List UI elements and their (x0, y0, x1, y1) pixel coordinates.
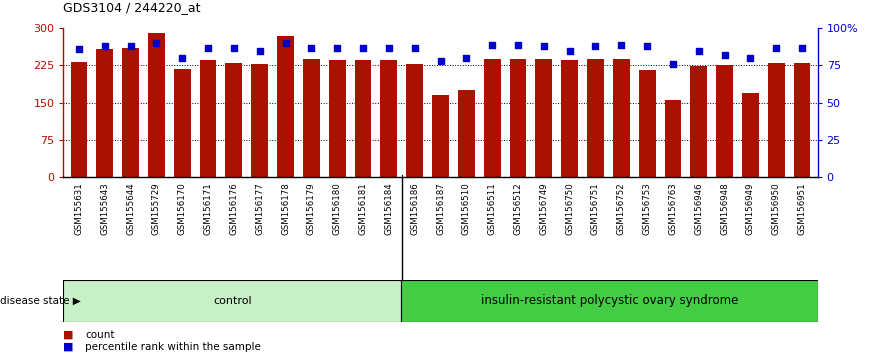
Point (459, 55, 473, 61)
Point (150, 40, 164, 46)
Bar (509, 59, 526, 177)
Text: GSM156184: GSM156184 (384, 182, 393, 235)
Text: GSM155644: GSM155644 (126, 182, 135, 235)
Text: GSM156178: GSM156178 (281, 182, 290, 235)
Bar (742, 93, 759, 177)
Point (537, 43, 551, 49)
Text: GSM156763: GSM156763 (669, 182, 677, 235)
Bar (716, 65, 733, 177)
Point (278, 40, 292, 46)
Point (717, 52, 731, 58)
Point (175, 55, 189, 61)
Bar (122, 48, 139, 177)
Point (253, 48, 267, 53)
Bar (148, 33, 165, 177)
Text: GSM156946: GSM156946 (694, 182, 703, 235)
Text: GSM156179: GSM156179 (307, 182, 316, 235)
Bar (174, 69, 190, 177)
Bar (303, 59, 320, 177)
Bar (226, 63, 242, 177)
Bar (794, 63, 811, 177)
Text: GSM156512: GSM156512 (514, 182, 522, 235)
Text: GSM156510: GSM156510 (462, 182, 470, 235)
Point (226, 45, 241, 51)
Point (769, 45, 783, 51)
Text: GSM156180: GSM156180 (333, 182, 342, 235)
Text: GSM156948: GSM156948 (720, 182, 729, 235)
Text: GSM156753: GSM156753 (642, 182, 652, 235)
Text: control: control (213, 296, 252, 306)
Bar (561, 59, 578, 177)
Bar (381, 59, 397, 177)
Bar (355, 59, 372, 177)
Text: disease state ▶: disease state ▶ (0, 296, 81, 306)
Point (589, 43, 603, 49)
Point (123, 43, 137, 49)
Bar (70, 62, 87, 177)
Bar (200, 59, 217, 177)
Bar (402, 280, 818, 322)
Point (433, 58, 448, 64)
Text: GSM156949: GSM156949 (746, 182, 755, 235)
Text: GDS3104 / 244220_at: GDS3104 / 244220_at (63, 1, 201, 14)
Point (563, 48, 577, 53)
Bar (329, 59, 345, 177)
Text: GSM156750: GSM156750 (565, 182, 574, 235)
Bar (432, 95, 449, 177)
Point (98, 43, 112, 49)
Point (72, 46, 86, 52)
Text: GSM155643: GSM155643 (100, 182, 109, 235)
Bar (458, 90, 475, 177)
Point (408, 45, 422, 51)
Text: GSM156181: GSM156181 (359, 182, 367, 235)
Text: GSM156752: GSM156752 (617, 182, 626, 235)
Text: GSM156187: GSM156187 (436, 182, 445, 235)
Text: GSM156177: GSM156177 (255, 182, 264, 235)
Point (795, 45, 809, 51)
Text: GSM156186: GSM156186 (411, 182, 419, 235)
Text: GSM156749: GSM156749 (539, 182, 548, 235)
Bar (484, 59, 500, 177)
Point (381, 45, 396, 51)
Text: count: count (85, 330, 115, 339)
Bar (639, 70, 655, 177)
Bar (96, 49, 113, 177)
Point (640, 43, 655, 49)
Text: GSM156950: GSM156950 (772, 182, 781, 235)
Point (744, 55, 758, 61)
Text: insulin-resistant polycystic ovary syndrome: insulin-resistant polycystic ovary syndr… (481, 295, 738, 307)
Text: percentile rank within the sample: percentile rank within the sample (85, 342, 262, 352)
Text: GSM156951: GSM156951 (797, 182, 807, 235)
Bar (768, 63, 785, 177)
Point (304, 45, 318, 51)
Point (692, 48, 706, 53)
Point (666, 61, 680, 67)
Text: GSM156511: GSM156511 (488, 182, 497, 235)
Bar (691, 66, 707, 177)
Point (614, 42, 628, 47)
Bar (278, 36, 294, 177)
Text: GSM156751: GSM156751 (591, 182, 600, 235)
Text: GSM156176: GSM156176 (229, 182, 239, 235)
Point (511, 42, 525, 47)
Bar (536, 59, 552, 177)
Bar (587, 59, 603, 177)
Bar (406, 64, 423, 177)
Point (485, 42, 500, 47)
Point (356, 45, 370, 51)
Point (330, 45, 344, 51)
Bar (613, 59, 630, 177)
Bar (63, 280, 402, 322)
Text: ■: ■ (63, 342, 74, 352)
Bar (664, 100, 681, 177)
Point (201, 45, 215, 51)
Text: GSM156170: GSM156170 (178, 182, 187, 235)
Text: GSM155729: GSM155729 (152, 182, 161, 235)
Text: ■: ■ (63, 330, 74, 339)
Bar (251, 64, 268, 177)
Text: GSM155631: GSM155631 (74, 182, 84, 235)
Text: GSM156171: GSM156171 (204, 182, 212, 235)
